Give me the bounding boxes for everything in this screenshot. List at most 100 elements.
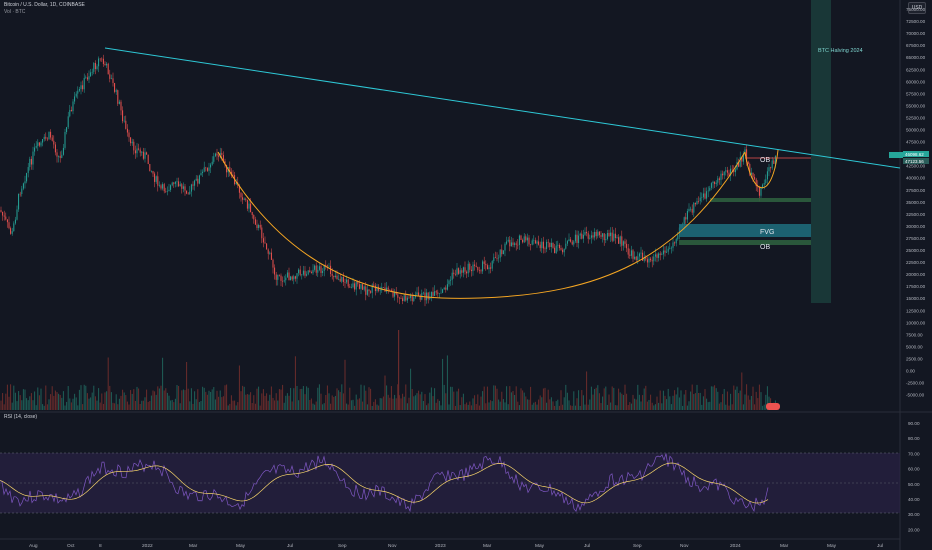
candle-body [760, 187, 762, 196]
candle-body [605, 239, 607, 241]
price-tick: -5000.00 [906, 393, 925, 398]
volume-bar [554, 405, 556, 410]
volume-bar [635, 399, 637, 410]
candle-body [354, 283, 356, 290]
candle-body [710, 183, 712, 188]
volume-bar [619, 392, 621, 410]
trendline[interactable] [104, 47, 901, 169]
candle-body [282, 280, 284, 282]
volume-bar [522, 390, 524, 410]
candle-body [219, 152, 221, 157]
candle-body [555, 245, 557, 254]
volume-bar [211, 389, 213, 410]
candle-body [701, 197, 703, 198]
volume-bar [248, 394, 250, 410]
volume-bar [544, 387, 546, 410]
candle-body [502, 250, 504, 255]
volume-bar [677, 387, 679, 410]
volume-bar [269, 394, 271, 410]
candle-body [547, 241, 549, 243]
candle-body [602, 233, 604, 237]
candle-body [582, 234, 584, 239]
volume-bar [403, 396, 405, 410]
volume-bar [709, 401, 711, 410]
time-axis[interactable]: Aug Oct 8 2022 Mar May Jul Sep Nov 2023 Mar May Jul S… [29, 543, 883, 549]
volume-bar [277, 400, 279, 410]
fvg-zone[interactable] [679, 224, 811, 237]
candle-body [525, 236, 527, 241]
candle-body [338, 278, 340, 280]
volume-bar [446, 355, 448, 410]
ob-zone-lower[interactable] [679, 240, 811, 245]
volume-bar [262, 389, 264, 410]
volume-bar [128, 404, 130, 410]
time-tick: Jul [287, 543, 293, 549]
volume-bar [280, 389, 282, 410]
candle-body [317, 269, 319, 273]
volume-bar [195, 399, 197, 410]
volume-bar [718, 403, 720, 410]
candle-body [606, 232, 608, 240]
volume-bar [366, 404, 368, 410]
ob-zone-mid[interactable] [710, 198, 811, 202]
candle-body [288, 272, 290, 281]
candle-body [90, 72, 92, 77]
candle-body [438, 293, 440, 294]
volume-bar [341, 384, 343, 410]
candle-body [691, 208, 693, 213]
candle-body [645, 257, 647, 260]
volume-bar [350, 400, 352, 410]
candle-body [723, 171, 725, 176]
candle-body [419, 295, 421, 300]
volume-bar [726, 391, 728, 410]
volume-bar [539, 395, 541, 410]
candle-body [462, 267, 464, 273]
candle-body [19, 193, 21, 195]
volume-bar [126, 401, 128, 410]
price-axis[interactable]: 75000.00 72500.00 70000.00 67500.00 65000.00… [906, 7, 926, 398]
candle-body [83, 77, 85, 90]
volume-bar [238, 365, 240, 410]
handle-curve[interactable] [744, 149, 779, 189]
tv-logo [766, 403, 780, 410]
time-tick: Mar [780, 543, 789, 549]
candle-body [608, 232, 610, 237]
volume-bar [357, 399, 359, 410]
volume-bar [16, 401, 18, 410]
time-tick: Mar [189, 543, 198, 549]
cup-curve[interactable] [217, 151, 746, 299]
candle-body [134, 150, 136, 154]
volume-bar [536, 404, 538, 410]
candle-body [435, 291, 437, 293]
volume-bar [91, 392, 93, 410]
volume-bar [488, 402, 490, 410]
candle-body [6, 219, 8, 223]
candle-body [115, 90, 117, 92]
candle-body [74, 96, 76, 102]
candle-body [355, 281, 357, 290]
volume-bar [365, 390, 367, 410]
volume-bar [318, 384, 320, 410]
candle-body [333, 275, 335, 278]
volume-bar [579, 405, 581, 410]
candle-body [294, 276, 296, 279]
candle-body [557, 244, 559, 246]
volume-bar [520, 388, 522, 410]
candle-body [632, 250, 634, 259]
volume-bar [82, 404, 84, 410]
candle-body [677, 235, 679, 240]
candle-body [53, 140, 55, 145]
time-tick: Jul [584, 543, 590, 549]
volume-bar [222, 396, 224, 410]
candle-body [11, 231, 13, 234]
volume-bar [189, 401, 191, 410]
candle-body [755, 179, 757, 187]
rsi-axis[interactable]: 90.00 80.00 70.00 60.00 50.00 40.00 30.00 20.00 [908, 421, 920, 532]
volume-bar [560, 390, 562, 410]
volume-bar [669, 396, 671, 410]
volume-bar [53, 395, 55, 410]
volume-bar [254, 403, 256, 410]
currency-button[interactable]: USD [908, 2, 926, 14]
